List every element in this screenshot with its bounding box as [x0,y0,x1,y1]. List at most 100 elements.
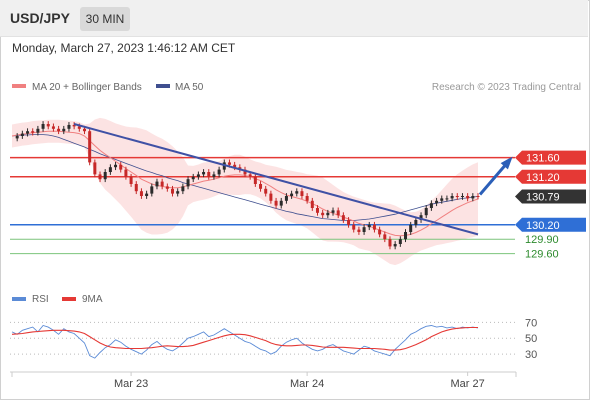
level-label-129.60: 129.60 [525,249,559,261]
candle-body [315,208,319,213]
candle-body [108,167,112,172]
candle-body [31,131,35,133]
candle-body [305,196,309,201]
candle-body [15,136,19,139]
candle-body [46,124,50,127]
candle-body [134,184,138,192]
candle-body [429,203,433,208]
x-tick-label-0: Mar 23 [114,378,148,390]
level-label-131.20: 131.20 [526,172,560,184]
level-tag-131.60 [515,150,586,165]
candle-body [367,224,371,228]
legend-label-rsi: RSI [32,294,49,305]
candle-body [362,227,366,232]
candle-body [279,200,283,206]
timeframe-button[interactable]: 30 MIN [80,7,130,31]
candle-body [207,172,211,177]
candle-body [440,198,444,201]
candle-body [212,174,216,177]
rsi-tick-50: 50 [525,333,537,345]
candle-body [372,224,376,230]
candle-body [404,232,408,240]
candle-body [103,172,107,180]
forecast-arrow-head [500,156,513,170]
legend-swatch-9ma [62,297,76,301]
level-tag-130.20 [515,217,586,232]
candle-body [248,174,252,177]
candle-body [253,176,257,184]
candle-body [217,169,221,175]
legend-swatch-ma50 [156,84,170,88]
candle-body [445,198,449,200]
candle-body [460,196,464,197]
candle-body [476,196,480,197]
candle-body [233,164,237,168]
candle-body [274,200,278,206]
candle-body [93,162,97,175]
candle-body [424,208,428,216]
candle-body [67,124,71,129]
level-tag-130.79 [515,189,586,204]
level-label-130.79: 130.79 [526,191,560,203]
candle-body [341,215,345,220]
currency-pair-label: USD/JPY [10,10,70,26]
candle-body [150,186,154,194]
candle-body [139,191,143,196]
candle-body [88,131,92,163]
candle-body [186,179,190,187]
candle-body [160,181,164,187]
candle-body [378,229,382,235]
candle-body [196,174,200,177]
candle-body [419,215,423,220]
candle-body [331,210,335,213]
candle-body [435,200,439,204]
rsi-tick-30: 30 [525,349,537,361]
x-tick-label-1: Mar 24 [290,378,324,390]
candle-body [300,191,304,196]
candle-body [383,234,387,240]
candle-body [393,244,397,247]
candle-body [284,196,288,201]
candle-body [450,196,454,199]
candle-body [57,128,61,132]
candle-body [145,193,149,196]
candle-body [82,128,86,132]
candle-body [321,212,325,216]
candle-body [155,181,159,187]
candle-body [124,169,128,177]
level-tag-131.20 [515,169,586,184]
candle-body [114,164,118,168]
candle-body [471,196,475,199]
legend-swatch-rsi [12,297,26,301]
header-bar: USD/JPY 30 MIN [0,0,588,37]
candle-body [336,210,340,216]
candle-body [227,162,231,165]
level-label-129.90: 129.90 [525,234,559,246]
candle-body [165,186,169,189]
candle-body [51,126,55,129]
candle-body [466,196,470,199]
candle-body [41,124,45,129]
candle-body [98,174,102,180]
rsi-line [11,324,479,359]
candle-body [176,191,180,194]
candle-body [290,193,294,196]
downtrend-line [73,123,479,236]
candle-body [310,200,314,208]
candle-body [347,220,351,225]
candle-body [202,172,206,175]
candle-body [388,239,392,247]
credit-text: Research © 2023 Trading Central [432,82,581,93]
legend-label-9ma: 9MA [82,294,103,305]
legend-swatch-ma20 [12,84,26,88]
candle-body [72,124,76,127]
rsi-ma-line [11,326,478,351]
legend-label-ma20: MA 20 + Bollinger Bands [32,82,142,93]
candle-body [243,169,247,175]
candle-body [129,176,133,184]
candle-body [409,224,413,232]
candle-body [36,128,40,133]
level-label-130.20: 130.20 [526,220,560,232]
candle-body [264,188,268,194]
